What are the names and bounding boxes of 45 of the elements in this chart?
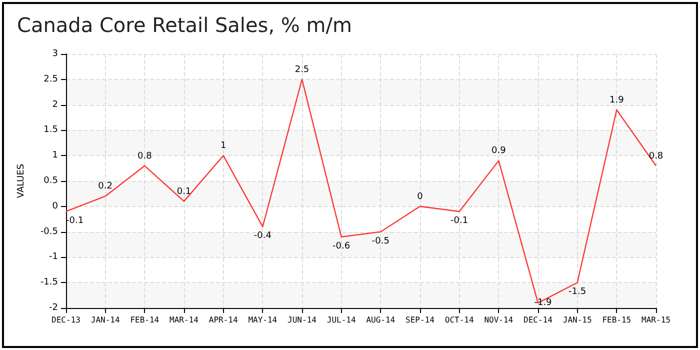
data-label: -0.5 — [372, 236, 390, 246]
data-label: -0.4 — [254, 231, 272, 242]
x-tick-label: MAR-15 — [642, 316, 671, 324]
y-tick-label: -0.5 — [40, 226, 58, 237]
x-tick-label: MAR-14 — [170, 316, 199, 324]
x-tick-label: AUG-14 — [366, 316, 396, 324]
x-tick-label: FEB-15 — [602, 316, 632, 324]
data-label: 0.9 — [492, 146, 506, 156]
y-tick-label: -1.5 — [40, 278, 58, 288]
data-label: 1.9 — [610, 95, 624, 106]
y-tick-label: 3 — [52, 49, 58, 59]
data-label: 0 — [417, 192, 424, 202]
y-tick-label: 2.5 — [44, 74, 58, 84]
x-tick-label: JUN-14 — [288, 316, 317, 324]
data-label: -0.1 — [66, 216, 84, 226]
x-tick-label: DEC-14 — [524, 316, 553, 324]
y-tick-label: -1 — [49, 252, 58, 262]
x-tick-label: FEB-14 — [130, 316, 160, 324]
data-label: 1 — [220, 141, 226, 152]
data-label: -1.5 — [568, 287, 586, 298]
x-tick-label: SEP-14 — [406, 316, 435, 324]
data-label: -0.6 — [332, 241, 350, 252]
x-tick-label: MAY-14 — [248, 316, 278, 324]
y-tick-label: -2 — [49, 303, 58, 313]
data-label: 0.2 — [98, 182, 112, 192]
x-tick-label: JUL-14 — [326, 316, 356, 324]
x-tick-label: JAN-15 — [562, 316, 592, 324]
x-tick-label: JAN-14 — [90, 316, 120, 324]
data-label: 2.5 — [294, 64, 310, 75]
data-label: -1.9 — [534, 298, 552, 308]
x-tick-label: DEC-13 — [52, 316, 81, 324]
data-label: -0.1 — [450, 216, 468, 226]
y-tick-label: 1.5 — [44, 125, 58, 136]
data-label: 0.8 — [138, 151, 152, 162]
chart-title: Canada Core Retail Sales, % m/m — [17, 13, 352, 37]
y-tick-label: 1 — [52, 150, 58, 161]
y-tick-label: 2 — [52, 100, 58, 110]
y-tick-label: 0.5 — [44, 176, 58, 186]
data-label: 0.8 — [648, 151, 664, 162]
y-tick-label: 0 — [52, 201, 58, 212]
y-axis-title: VALUES — [16, 164, 26, 198]
x-tick-label: NOV-14 — [484, 316, 514, 324]
x-tick-label: APR-14 — [208, 316, 238, 324]
x-tick-label: OCT-14 — [444, 316, 474, 324]
data-label: 0.1 — [176, 186, 192, 197]
